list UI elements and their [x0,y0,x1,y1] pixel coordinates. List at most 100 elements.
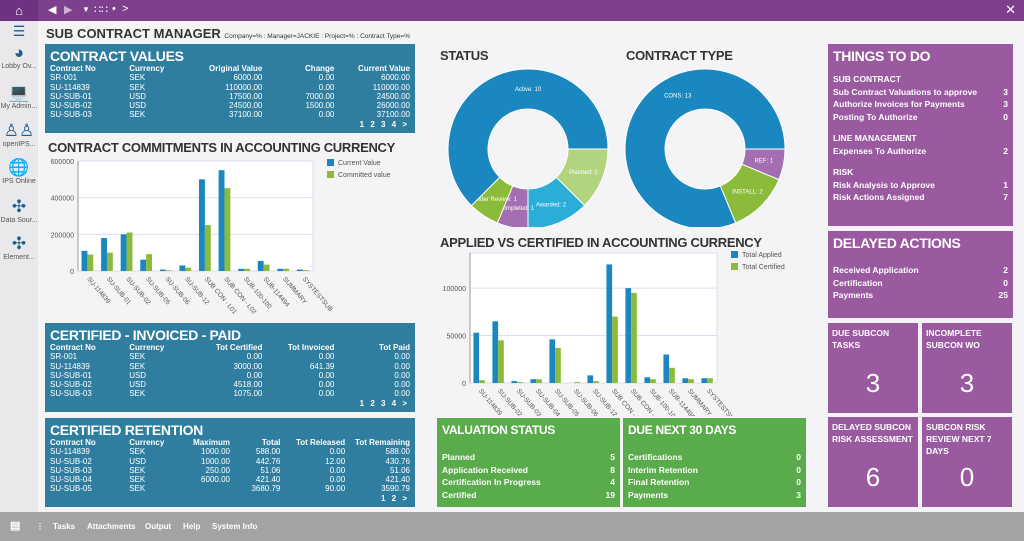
table-row[interactable]: SU-SUB-02 USD 1000.00 442.76 12.00 430.76 [50,457,410,466]
sidebar-item-data-sources[interactable]: ✣ Data Sour... [0,197,38,224]
donut-slice[interactable] [527,176,586,227]
bar[interactable] [492,321,499,383]
bar[interactable] [644,377,651,383]
forward-icon[interactable]: ▶ [64,4,73,16]
table-row[interactable]: SR-001 SEK 0.00 0.00 0.00 [50,352,410,361]
list-item[interactable]: Payments 3 [628,489,801,502]
bar[interactable] [263,264,270,271]
table-row[interactable]: SU-SUB-03 SEK 1075.00 0.00 0.00 [50,389,410,398]
sidebar-item-openips[interactable]: ♙♙ openIPS... [0,121,38,148]
list-item[interactable]: Posting To Authorize 0 [833,111,1008,124]
home-icon[interactable]: ⌂ [0,0,38,21]
bar[interactable] [218,170,225,271]
output-button[interactable]: Output [145,522,172,531]
bar[interactable] [517,382,523,383]
list-item[interactable]: Received Application 2 [833,264,1008,277]
bar[interactable] [625,288,632,383]
list-item[interactable]: Sub Contract Valuations to approve 3 [833,86,1008,99]
bar[interactable] [302,270,309,271]
table-row[interactable]: SU-SUB-02 USD 24500.00 1500.00 26000.00 [50,101,410,110]
table-row[interactable]: SU-SUB-02 USD 4518.00 0.00 0.00 [50,380,410,389]
bar[interactable] [257,260,264,271]
table-row[interactable]: SU-SUB-01 USD 0.00 0.00 0.00 [50,371,410,380]
sidebar-item-my-admin[interactable]: 💻 My Admin... [0,83,38,110]
bar[interactable] [701,378,708,383]
table-row[interactable]: SU-SUB-01 USD 17500.00 7000.00 24500.00 [50,92,410,101]
table-row[interactable]: SU-SUB-04 SEK 6000.00 421.40 0.00 421.40 [50,475,410,484]
sidebar-item-elements[interactable]: ✣ Element... [0,234,38,261]
list-item[interactable]: Expenses To Authorize 2 [833,145,1008,158]
bar[interactable] [669,367,675,383]
bar[interactable] [146,254,153,271]
bar[interactable] [204,225,211,271]
attachments-button[interactable]: Attachments [87,522,136,531]
bar[interactable] [238,268,245,271]
table-row[interactable]: SU-114839 SEK 3000.00 641.39 0.00 [50,362,410,371]
donut-slice[interactable] [447,68,609,207]
dot-icon[interactable]: • [112,3,116,15]
list-item[interactable]: Certified 19 [442,489,615,502]
bar[interactable] [530,379,537,383]
bar[interactable] [473,332,480,383]
system-info-button[interactable]: System Info [212,522,258,531]
table-row[interactable]: SU-114839 SEK 1000.00 588.00 0.00 588.00 [50,447,410,456]
grid-icon[interactable]: ∷∷ [94,4,108,16]
sidebar-item-ips-online[interactable]: 🌐 IPS Online [0,158,38,185]
list-item[interactable]: Risk Actions Assigned 7 [833,191,1008,204]
bar[interactable] [606,264,613,383]
bar[interactable] [179,265,186,272]
bar[interactable] [707,378,713,383]
bar[interactable] [631,292,637,383]
bar[interactable] [612,316,618,383]
menu-icon[interactable]: ☰ [12,23,26,39]
close-icon[interactable]: ✕ [1005,2,1016,17]
table-row[interactable]: SU-SUB-05 SEK 3680.79 90.00 3590.79 [50,484,410,493]
list-item[interactable]: Final Retention 0 [628,476,801,489]
list-item[interactable]: Application Received 8 [442,464,615,477]
back-icon[interactable]: ◀ [48,4,57,16]
tile-due-subcon-tasks[interactable]: DUE SUBCON TASKS 3 [828,323,918,413]
bar[interactable] [87,254,94,272]
list-item[interactable]: Authorize Invoices for Payments 3 [833,98,1008,111]
bar[interactable] [185,267,192,271]
chevron-right-icon[interactable]: > [122,3,129,15]
more-icon[interactable]: ⋮ [36,522,44,531]
bar[interactable] [479,380,485,383]
bar[interactable] [536,379,542,383]
table-row[interactable]: SU-114839 SEK 110000.00 0.00 110000.00 [50,83,410,92]
bar[interactable] [159,269,166,271]
sidebar-item-lobby[interactable]: ◕ Lobby Ov... [0,43,38,70]
bar[interactable] [663,354,670,383]
bar[interactable] [199,179,205,271]
pager[interactable]: 1 2 3 4 > [359,399,407,408]
tasks-button[interactable]: Tasks [53,522,76,531]
tile-incomplete-subcon-wo[interactable]: INCOMPLETE SUBCON WO 3 [922,323,1012,413]
bar[interactable] [555,347,561,383]
donut-slice[interactable] [624,68,786,227]
help-button[interactable]: Help [183,522,201,531]
list-item[interactable]: Risk Analysis to Approve 1 [833,179,1008,192]
bar[interactable] [593,381,599,383]
bar[interactable] [81,250,88,271]
bar[interactable] [296,269,303,271]
pager[interactable]: 1 2 > [380,494,407,503]
bar[interactable] [277,268,284,271]
tile-subcon-risk-review[interactable]: SUBCON RISK REVIEW NEXT 7 DAYS 0 [922,417,1012,507]
list-item[interactable]: Certifications 0 [628,451,801,464]
bar[interactable] [682,378,689,383]
chat-icon[interactable]: ▤ [10,520,21,532]
bar[interactable] [126,232,133,272]
bar[interactable] [224,188,231,271]
bar[interactable] [498,340,504,383]
list-item[interactable]: Certification 0 [833,277,1008,290]
bar[interactable] [140,259,147,271]
bar[interactable] [101,238,107,271]
bar[interactable] [120,234,127,271]
list-item[interactable]: Planned 5 [442,451,615,464]
bar[interactable] [244,268,250,271]
pager[interactable]: 1 2 3 4 > [359,120,407,129]
bar[interactable] [587,375,594,383]
bar[interactable] [511,381,518,383]
list-item[interactable]: Payments 25 [833,289,1008,302]
bar[interactable] [574,382,580,383]
